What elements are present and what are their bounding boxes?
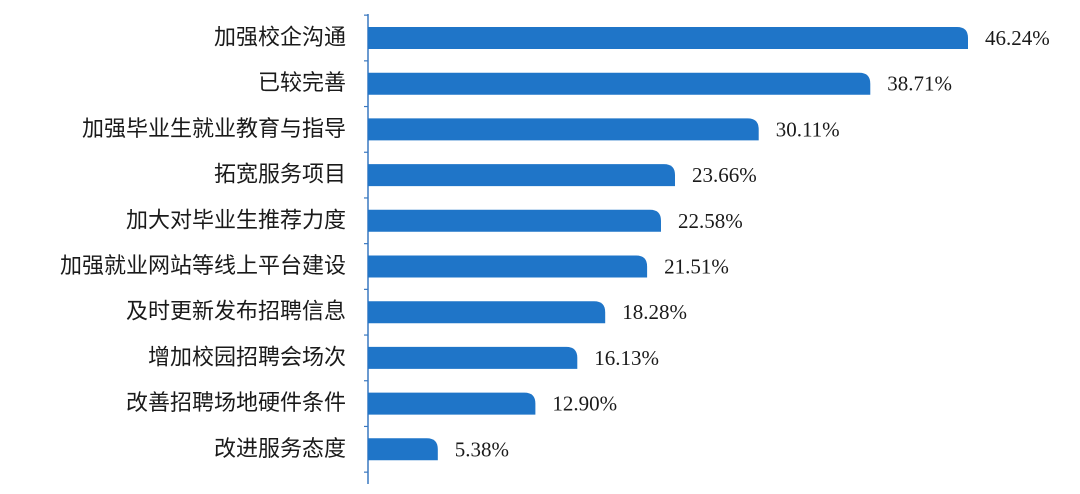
value-label: 5.38% — [455, 437, 509, 461]
category-label: 增加校园招聘会场次 — [148, 345, 346, 370]
bar — [368, 346, 578, 369]
bar — [368, 118, 759, 141]
value-label: 22.58% — [678, 209, 743, 233]
category-label: 加强校企沟通 — [214, 26, 346, 51]
category-label: 加大对毕业生推荐力度 — [126, 208, 346, 233]
axis-layer — [364, 14, 369, 484]
value-label: 38.71% — [887, 72, 952, 96]
bar — [368, 27, 968, 49]
bar — [368, 392, 536, 415]
bar — [368, 438, 438, 461]
value-label: 46.24% — [985, 26, 1050, 50]
bar — [368, 255, 648, 278]
value-label: 16.13% — [594, 346, 659, 370]
value-label: 21.51% — [664, 255, 729, 279]
category-label: 加强毕业生就业教育与指导 — [82, 117, 346, 142]
category-label: 已较完善 — [258, 71, 346, 96]
category-label: 加强就业网站等线上平台建设 — [60, 254, 346, 279]
value-label: 18.28% — [622, 300, 687, 324]
value-label: 30.11% — [776, 117, 840, 141]
category-label: 改善招聘场地硬件条件 — [126, 391, 346, 416]
bars-layer — [368, 27, 968, 461]
bar — [368, 301, 606, 324]
category-label: 拓宽服务项目 — [214, 163, 346, 188]
value-label: 12.90% — [552, 392, 617, 416]
bar — [368, 72, 871, 95]
category-label: 及时更新发布招聘信息 — [126, 300, 346, 325]
bar — [368, 209, 661, 232]
value-label: 23.66% — [692, 163, 757, 187]
category-label: 改进服务态度 — [214, 437, 346, 462]
labels-layer: 加强校企沟通 46.24% 已较完善 38.71% 加强毕业生就业教育与指导 30.11%… — [60, 26, 1050, 462]
bar — [368, 164, 676, 187]
